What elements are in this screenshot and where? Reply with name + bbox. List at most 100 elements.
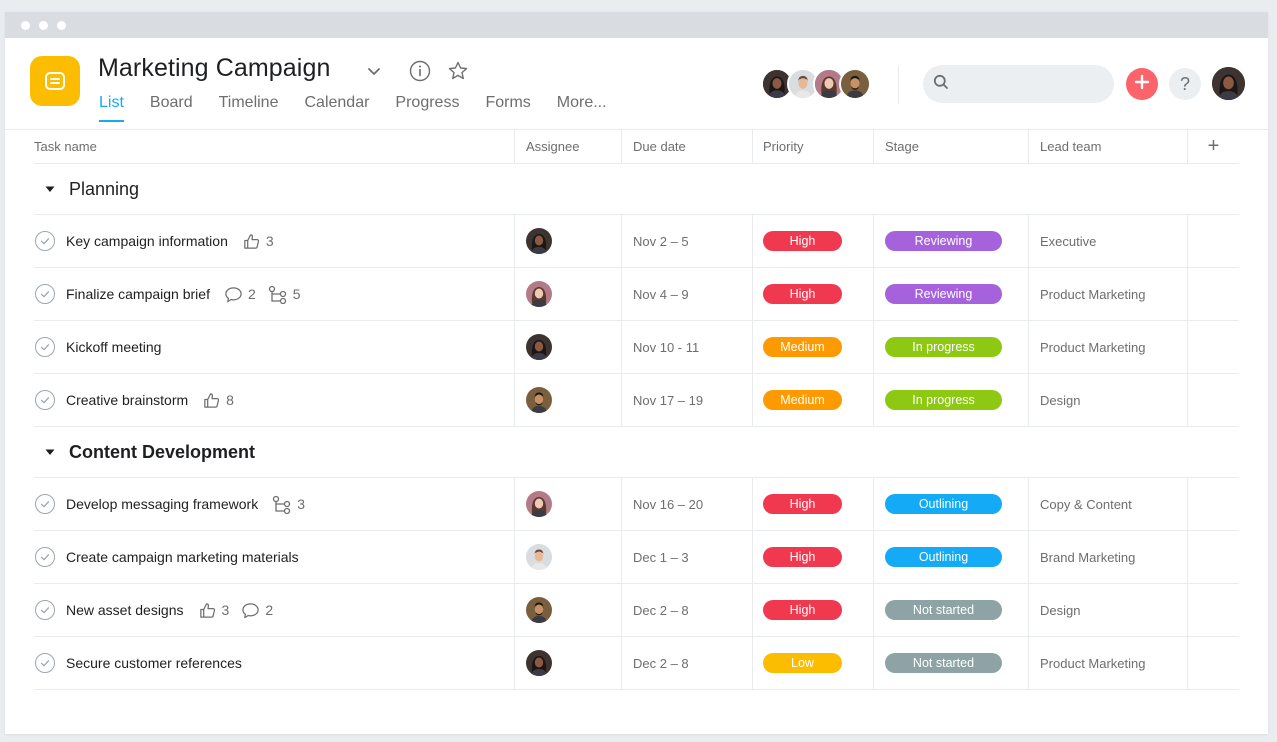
- avatar[interactable]: [526, 491, 552, 517]
- task-meta[interactable]: 5: [268, 285, 301, 304]
- priority-cell[interactable]: Low: [752, 637, 873, 689]
- table-row[interactable]: Secure customer references Dec 2 – 8 Low No…: [34, 637, 1239, 690]
- tab-calendar[interactable]: Calendar: [304, 94, 370, 111]
- lead-team-cell[interactable]: Executive: [1028, 215, 1187, 267]
- info-icon[interactable]: [407, 58, 433, 84]
- priority-cell[interactable]: High: [752, 215, 873, 267]
- task-cell[interactable]: Key campaign information 3: [34, 215, 514, 267]
- project-list-icon[interactable]: [30, 56, 80, 106]
- due-date-cell[interactable]: Dec 2 – 8: [621, 584, 752, 636]
- lead-team-cell[interactable]: Product Marketing: [1028, 268, 1187, 320]
- due-date-cell[interactable]: Nov 10 - 11: [621, 321, 752, 373]
- stage-badge[interactable]: Reviewing: [885, 231, 1002, 251]
- lead-team-cell[interactable]: Product Marketing: [1028, 637, 1187, 689]
- task-name[interactable]: Develop messaging framework: [66, 496, 259, 512]
- stage-badge[interactable]: In progress: [885, 337, 1002, 357]
- assignee-cell[interactable]: [514, 584, 621, 636]
- task-cell[interactable]: Develop messaging framework 3: [34, 478, 514, 530]
- stage-cell[interactable]: Not started: [873, 637, 1028, 689]
- assignee-cell[interactable]: [514, 478, 621, 530]
- stage-badge[interactable]: In progress: [885, 390, 1002, 410]
- priority-cell[interactable]: High: [752, 531, 873, 583]
- priority-badge[interactable]: High: [763, 547, 842, 567]
- triangle-down-icon[interactable]: [34, 446, 66, 458]
- task-meta[interactable]: 3: [242, 232, 274, 251]
- table-row[interactable]: Create campaign marketing materials Dec 1…: [34, 531, 1239, 584]
- help-icon[interactable]: ?: [1169, 68, 1201, 100]
- chevron-down-icon[interactable]: [361, 58, 387, 84]
- task-name[interactable]: New asset designs: [66, 602, 184, 618]
- stage-cell[interactable]: In progress: [873, 374, 1028, 426]
- lead-team-cell[interactable]: Design: [1028, 584, 1187, 636]
- priority-cell[interactable]: High: [752, 584, 873, 636]
- avatar[interactable]: [761, 68, 793, 100]
- priority-cell[interactable]: Medium: [752, 321, 873, 373]
- task-cell[interactable]: Create campaign marketing materials: [34, 531, 514, 583]
- assignee-cell[interactable]: [514, 374, 621, 426]
- task-cell[interactable]: Finalize campaign brief 2 5: [34, 268, 514, 320]
- lead-team-cell[interactable]: Design: [1028, 374, 1187, 426]
- due-date-cell[interactable]: Dec 2 – 8: [621, 637, 752, 689]
- due-date-cell[interactable]: Nov 2 – 5: [621, 215, 752, 267]
- priority-badge[interactable]: High: [763, 284, 842, 304]
- task-name[interactable]: Creative brainstorm: [66, 392, 189, 408]
- check-circle-icon[interactable]: [35, 284, 55, 304]
- table-row[interactable]: Kickoff meeting Nov 10 - 11 Medium In progr…: [34, 321, 1239, 374]
- add-button[interactable]: [1126, 68, 1158, 100]
- lead-team-cell[interactable]: Product Marketing: [1028, 321, 1187, 373]
- stage-cell[interactable]: In progress: [873, 321, 1028, 373]
- table-row[interactable]: Key campaign information 3 Nov 2 – 5 High Re…: [34, 215, 1239, 268]
- lead-team-cell[interactable]: Brand Marketing: [1028, 531, 1187, 583]
- priority-badge[interactable]: High: [763, 494, 842, 514]
- task-meta[interactable]: 8: [202, 391, 234, 410]
- task-cell[interactable]: New asset designs 3 2: [34, 584, 514, 636]
- table-row[interactable]: Finalize campaign brief 2 5 Nov 4 – 9 High Re…: [34, 268, 1239, 321]
- stage-badge[interactable]: Outlining: [885, 547, 1002, 567]
- priority-cell[interactable]: High: [752, 268, 873, 320]
- search-input[interactable]: [923, 65, 1114, 103]
- lead-team-cell[interactable]: Copy & Content: [1028, 478, 1187, 530]
- stage-badge[interactable]: Outlining: [885, 494, 1002, 514]
- table-row[interactable]: Develop messaging framework 3 Nov 16 – 20 H…: [34, 478, 1239, 531]
- column-header-task[interactable]: Task name: [34, 139, 97, 154]
- avatar[interactable]: [526, 281, 552, 307]
- tab-board[interactable]: Board: [149, 94, 193, 111]
- avatar[interactable]: [526, 228, 552, 254]
- column-header-due-date[interactable]: Due date: [621, 130, 752, 163]
- stage-cell[interactable]: Outlining: [873, 531, 1028, 583]
- due-date-cell[interactable]: Nov 16 – 20: [621, 478, 752, 530]
- avatar[interactable]: [526, 387, 552, 413]
- task-cell[interactable]: Secure customer references: [34, 637, 514, 689]
- priority-cell[interactable]: High: [752, 478, 873, 530]
- stage-badge[interactable]: Reviewing: [885, 284, 1002, 304]
- check-circle-icon[interactable]: [35, 231, 55, 251]
- avatar[interactable]: [839, 68, 871, 100]
- stage-cell[interactable]: Reviewing: [873, 268, 1028, 320]
- priority-badge[interactable]: High: [763, 231, 842, 251]
- task-name[interactable]: Kickoff meeting: [66, 339, 162, 355]
- project-members[interactable]: [761, 68, 871, 100]
- triangle-down-icon[interactable]: [34, 183, 66, 195]
- tab-timeline[interactable]: Timeline: [218, 94, 279, 111]
- section-title[interactable]: Planning: [69, 178, 140, 199]
- check-circle-icon[interactable]: [35, 390, 55, 410]
- avatar[interactable]: [526, 597, 552, 623]
- avatar[interactable]: [526, 544, 552, 570]
- avatar[interactable]: [526, 650, 552, 676]
- task-meta[interactable]: 3: [198, 601, 229, 620]
- stage-badge[interactable]: Not started: [885, 600, 1002, 620]
- assignee-cell[interactable]: [514, 531, 621, 583]
- stage-cell[interactable]: Not started: [873, 584, 1028, 636]
- table-row[interactable]: New asset designs 3 2 Dec 2 – 8 High Not star…: [34, 584, 1239, 637]
- check-circle-icon[interactable]: [35, 653, 55, 673]
- column-header-stage[interactable]: Stage: [873, 130, 1028, 163]
- due-date-cell[interactable]: Dec 1 – 3: [621, 531, 752, 583]
- assignee-cell[interactable]: [514, 637, 621, 689]
- check-circle-icon[interactable]: [35, 600, 55, 620]
- column-header-priority[interactable]: Priority: [752, 130, 873, 163]
- column-header-lead-team[interactable]: Lead team: [1028, 130, 1187, 163]
- priority-badge[interactable]: Low: [763, 653, 842, 673]
- check-circle-icon[interactable]: [35, 337, 55, 357]
- assignee-cell[interactable]: [514, 321, 621, 373]
- task-meta[interactable]: 2: [224, 285, 256, 304]
